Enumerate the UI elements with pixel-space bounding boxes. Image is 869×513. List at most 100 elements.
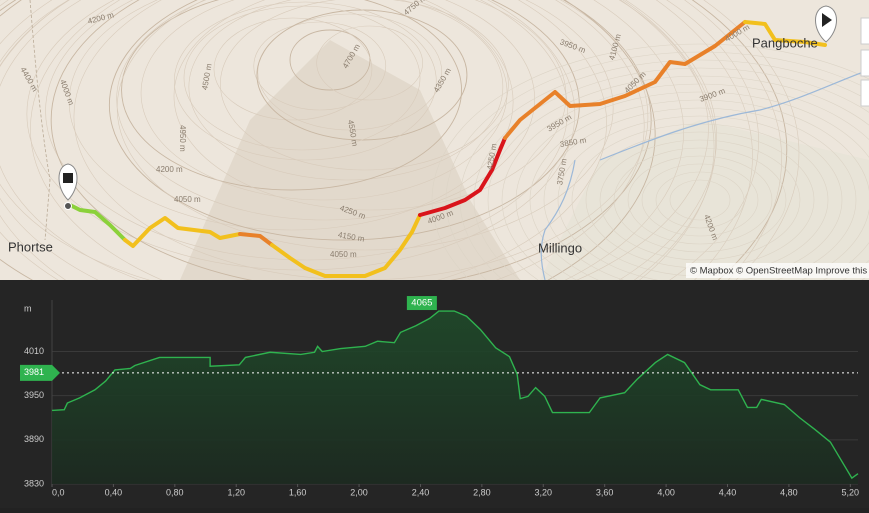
- x-tick-label: 0,40: [105, 487, 123, 497]
- contour-line: [0, 0, 645, 280]
- contour-line: [557, 115, 843, 280]
- elevation-line: [51, 310, 859, 480]
- route-segment: [503, 20, 747, 140]
- river: [540, 159, 576, 280]
- x-tick-label: 1,60: [289, 487, 307, 497]
- contour-line: [140, 0, 508, 201]
- x-tick-label: 5,20: [842, 487, 860, 497]
- contour-line: [116, 0, 614, 251]
- x-tick-label: 0,0: [52, 487, 65, 497]
- route-segment: [270, 213, 422, 278]
- marker-dot: [64, 202, 72, 210]
- contour-line: [529, 99, 869, 280]
- contour-line: [613, 147, 787, 253]
- route-segment: [418, 136, 507, 217]
- contour-label: 4950 m: [178, 125, 187, 152]
- elevation-area: [52, 311, 858, 484]
- contour-line: [619, 0, 715, 280]
- contour-line: [0, 0, 684, 280]
- y-axis-label: m: [24, 303, 32, 313]
- terrain-shade: [180, 40, 520, 280]
- contour-line: [253, 21, 387, 111]
- y-tick-label: 3830: [24, 478, 44, 488]
- x-tick-label: 2,80: [473, 487, 491, 497]
- elevation-chart: m 3830 3890 3950 4010 0,0 0,40 0,80 1,20 1,60 2,0…: [0, 280, 869, 508]
- x-tick-label: 4,40: [719, 487, 737, 497]
- contour-line: [220, 0, 509, 171]
- attribution[interactable]: © Mapbox © OpenStreetMap Improve this: [690, 266, 867, 277]
- map-control[interactable]: [860, 17, 869, 45]
- route-segment: [123, 216, 242, 248]
- average-label: 3981: [24, 367, 44, 377]
- contour-label: 4050 m: [174, 195, 201, 204]
- contour-line: [30, 0, 709, 280]
- contour-line: [655, 0, 753, 280]
- play-icon: [822, 13, 832, 27]
- route: [68, 20, 827, 278]
- y-tick-label: 3950: [24, 390, 44, 400]
- x-tick-label: 0,80: [166, 487, 184, 497]
- map-control[interactable]: [860, 49, 869, 77]
- contour-line: [431, 43, 869, 280]
- x-tick-label: 4,80: [780, 487, 798, 497]
- start-marker[interactable]: [815, 5, 837, 43]
- contour-line: [0, 0, 717, 280]
- river: [599, 69, 869, 161]
- average-badge: [20, 364, 60, 381]
- contour-line: [641, 163, 759, 237]
- attribution-box: [686, 263, 869, 278]
- contour-line: [487, 75, 869, 280]
- end-marker[interactable]: [58, 163, 78, 210]
- contour-line: [68, 0, 514, 231]
- contour-line: [501, 83, 869, 280]
- max-label: 4065: [411, 298, 432, 309]
- x-tick-label: 2,00: [350, 487, 368, 497]
- contour-line: [655, 171, 745, 229]
- x-tick-label: 3,20: [535, 487, 553, 497]
- contour-line: [0, 0, 800, 280]
- x-tick-label: 2,40: [412, 487, 430, 497]
- x-tick-label: 3,60: [596, 487, 614, 497]
- place-label: Phortse: [8, 239, 53, 254]
- y-tick-label: 3890: [24, 434, 44, 444]
- contour-line: [116, 0, 535, 221]
- contour-line: [669, 179, 731, 221]
- contour-line: [45, 0, 568, 261]
- contour-line: [257, 13, 443, 131]
- place-label: Millingo: [538, 240, 582, 255]
- route-segment: [68, 203, 127, 242]
- contour-line: [213, 17, 373, 121]
- trail: [29, 0, 51, 241]
- route-segment: [743, 20, 827, 47]
- contour-line: [188, 0, 504, 181]
- place-label: Pangboche: [752, 35, 818, 50]
- contour-label: 4050 m: [330, 250, 357, 259]
- route-segment: [238, 232, 274, 247]
- contour-label: 4200 m: [156, 165, 183, 174]
- contour-line: [183, 5, 421, 151]
- contour-line: [543, 107, 857, 280]
- contours: [0, 0, 869, 280]
- contour-line: [627, 155, 773, 245]
- contour-line: [0, 0, 788, 280]
- contour-line: [121, 0, 462, 191]
- map-control[interactable]: [860, 79, 869, 107]
- contour-line: [173, 1, 437, 161]
- contour-line: [289, 29, 371, 91]
- contour-line: [0, 0, 716, 280]
- x-tick-label: 1,20: [227, 487, 245, 497]
- contour-line: [599, 139, 801, 261]
- contour-line: [445, 51, 869, 280]
- contour-line: [0, 0, 759, 280]
- contour-line: [0, 0, 607, 280]
- contour-line: [515, 91, 869, 280]
- contour-line: [73, 0, 649, 280]
- contour-line: [316, 25, 423, 101]
- stop-icon: [63, 173, 73, 183]
- contour-line: [26, 0, 576, 271]
- contour-line: [473, 67, 869, 280]
- x-tick-label: 4,00: [657, 487, 675, 497]
- contour-line: [683, 0, 782, 280]
